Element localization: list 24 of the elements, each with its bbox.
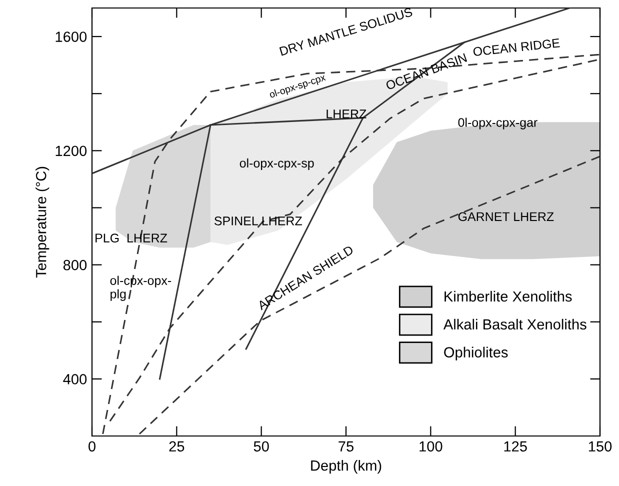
y-axis-title: Temperature (°C): [36, 166, 50, 278]
x-tick-label: 125: [504, 441, 527, 452]
y-tick-label: 800: [63, 260, 87, 270]
annotation: LHERZ: [326, 110, 366, 118]
legend-label: Alkali Basalt Xenoliths: [443, 318, 586, 330]
y-tick-label: 1600: [56, 32, 87, 42]
x-axis-title: Depth (km): [311, 460, 382, 474]
annotation: PLG LHERZ: [96, 234, 168, 242]
x-tick-label: 50: [254, 441, 269, 452]
annotation: GARNET LHERZ: [458, 212, 554, 222]
annotation: 0l-opx-cpx-gar: [458, 118, 538, 130]
annotation: ol-opx-cpx-sp: [240, 158, 314, 170]
annotation: SPINEL LHERZ: [214, 216, 302, 226]
annotation: OCEAN RIDGE: [473, 38, 560, 56]
y-tick-label: 1200: [56, 146, 87, 156]
annotation: ol-cpx-opx- plg: [110, 276, 172, 301]
x-tick-label: 150: [588, 441, 612, 452]
x-tick-label: 75: [338, 441, 354, 452]
y-tick-label: 400: [63, 374, 87, 384]
x-tick-label: 25: [169, 441, 184, 452]
legend-label: Ophiolites: [444, 346, 508, 360]
x-tick-label: 0: [88, 441, 96, 452]
x-tick-label: 100: [420, 441, 442, 452]
series-label: Kimberlite Xenoliths: [444, 290, 572, 302]
